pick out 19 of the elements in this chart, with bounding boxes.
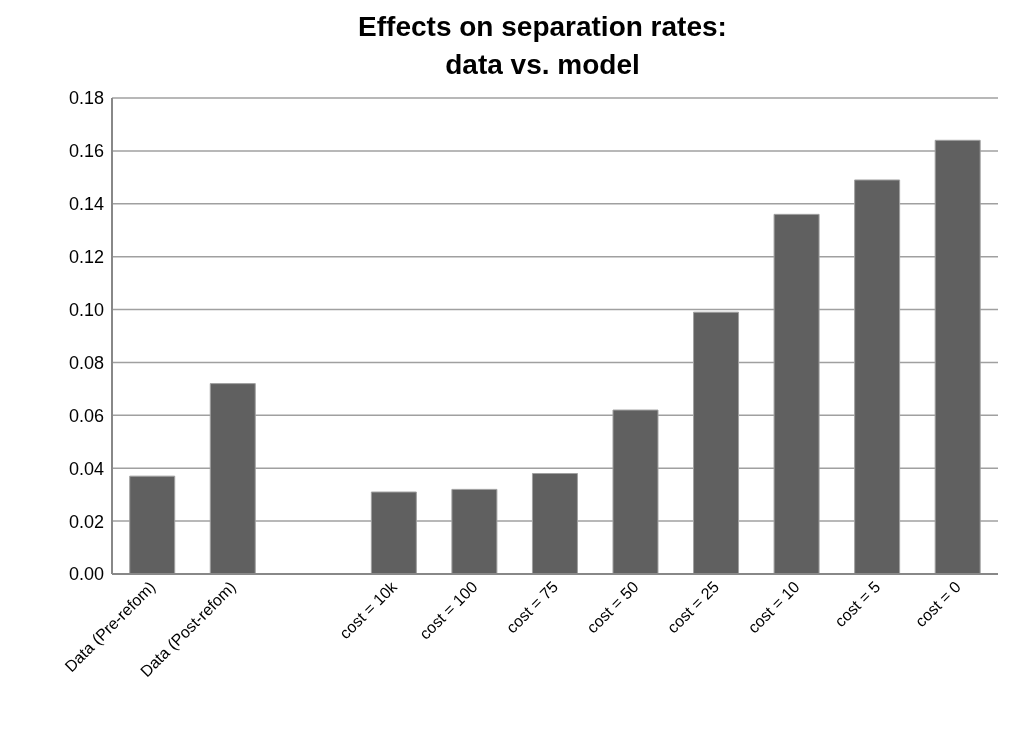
- x-tick-label: cost = 25: [663, 578, 723, 637]
- y-tick-label: 0.02: [68, 511, 104, 532]
- y-tick-label: 0.14: [68, 194, 104, 215]
- y-tick-label: 0.16: [68, 141, 104, 162]
- x-tick-label: cost = 75: [502, 578, 562, 637]
- y-tick-label: 0.06: [68, 405, 104, 426]
- y-tick-label: 0.00: [68, 564, 104, 585]
- y-tick-label: 0.04: [68, 458, 104, 479]
- x-tick-label: cost = 50: [583, 578, 642, 637]
- x-tick-label: cost = 5: [831, 578, 884, 631]
- chart-title: Effects on separation rates: data vs. model: [357, 10, 728, 82]
- x-tick-label: cost = 10k: [336, 577, 401, 643]
- y-tick-label: 0.10: [68, 299, 104, 320]
- x-tick-label: cost = 100: [416, 578, 481, 643]
- x-tick-label: cost = 0: [911, 578, 964, 631]
- x-tick-label: cost = 10: [744, 578, 803, 637]
- y-tick-label: 0.18: [68, 88, 104, 109]
- y-tick-label: 0.12: [68, 247, 104, 268]
- y-tick-label: 0.08: [68, 352, 104, 373]
